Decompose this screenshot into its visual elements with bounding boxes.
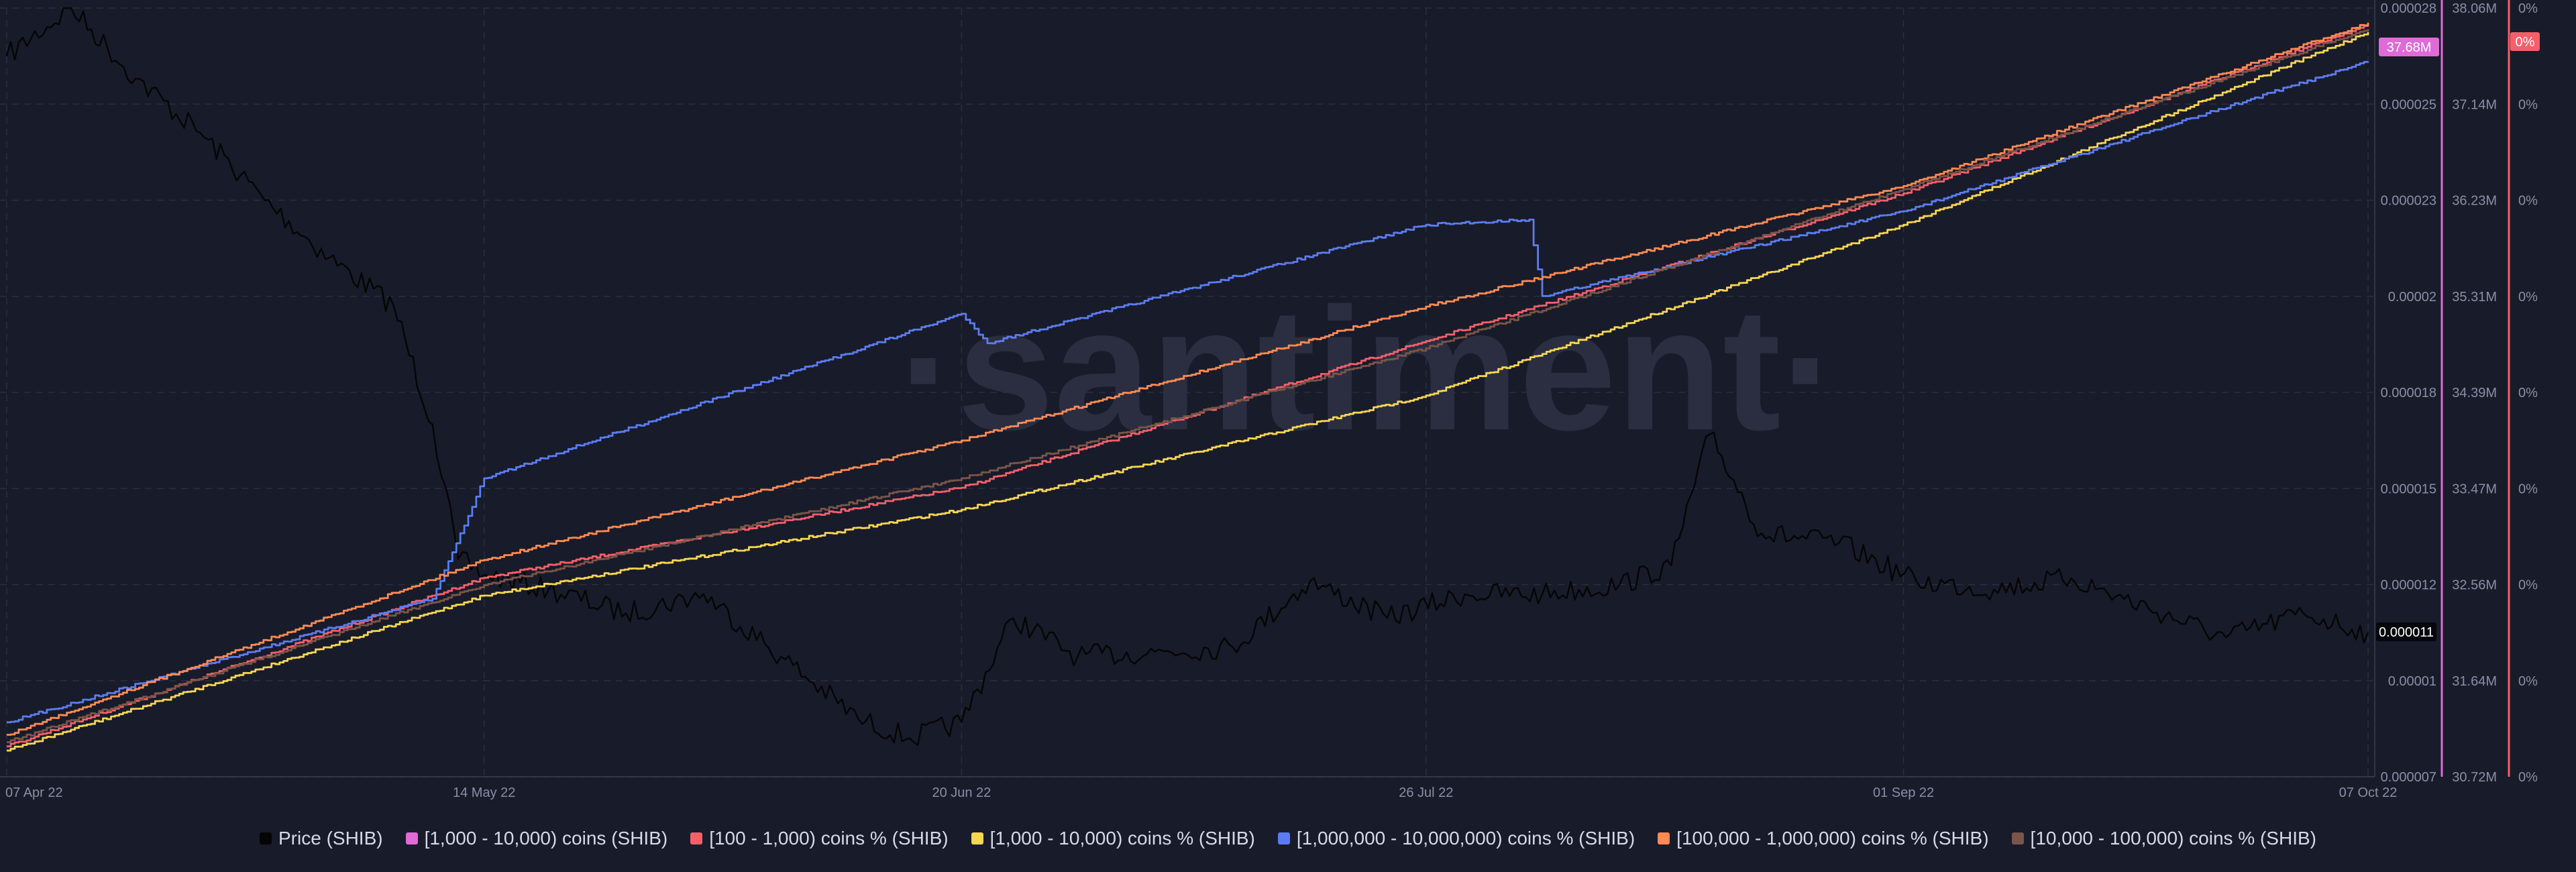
coins-current-badge: 37.68M (2387, 40, 2432, 55)
legend-label: [1,000 - 10,000) coins % (SHIB) (989, 828, 1255, 849)
legend-swatch (2011, 832, 2024, 844)
legend-item-10k-100k-pct[interactable]: [10,000 - 100,000) coins % (SHIB) (2011, 828, 2316, 849)
legend-item-1k-10k-coins[interactable]: [1,000 - 10,000) coins (SHIB) (405, 828, 668, 849)
y-tick-coins: 32.56M (2452, 578, 2497, 593)
y-tick-price: 0.000025 (2381, 97, 2436, 112)
legend-item-1k-10k-pct[interactable]: [1,000 - 10,000) coins % (SHIB) (971, 828, 1255, 849)
y-tick-pct: 0% (2518, 1, 2538, 16)
legend-item-100k-1m-pct[interactable]: [100,000 - 1,000,000) coins % (SHIB) (1658, 828, 1989, 849)
legend-swatch (1658, 832, 1670, 844)
x-tick: 26 Jul 22 (1399, 785, 1453, 800)
legend-swatch (971, 832, 983, 844)
y-tick-pct: 0% (2518, 770, 2538, 785)
legend-item-1m-10m-pct[interactable]: [1,000,000 - 10,000,000) coins % (SHIB) (1277, 828, 1635, 849)
pct-current-badge: 0% (2516, 35, 2535, 50)
y-tick-pct: 0% (2518, 97, 2538, 112)
y-tick-coins: 38.06M (2452, 1, 2497, 16)
y-tick-coins: 30.72M (2452, 770, 2497, 785)
y-tick-pct: 0% (2518, 482, 2538, 496)
y-tick-price: 0.000023 (2381, 194, 2436, 209)
series-line (7, 60, 2369, 724)
y-tick-coins: 37.14M (2452, 97, 2497, 112)
y-tick-price: 0.00001 (2388, 674, 2436, 689)
y-tick-pct: 0% (2518, 386, 2538, 400)
legend: Price (SHIB) [1,000 - 10,000) coins (SHI… (0, 824, 2576, 853)
legend-label: [10,000 - 100,000) coins % (SHIB) (2030, 828, 2316, 849)
y-tick-price: 0.000018 (2381, 386, 2436, 400)
legend-swatch (260, 832, 272, 844)
y-tick-pct: 0% (2518, 194, 2538, 209)
series-line (7, 22, 2369, 736)
x-tick: 20 Jun 22 (932, 785, 991, 800)
x-tick: 07 Apr 22 (5, 785, 63, 800)
x-tick: 14 May 22 (453, 785, 515, 800)
price-current-badge-bg (2376, 622, 2436, 641)
legend-label: [1,000 - 10,000) coins (SHIB) (424, 828, 668, 849)
y-tick-pct: 0% (2518, 290, 2538, 305)
legend-label: [1,000,000 - 10,000,000) coins % (SHIB) (1296, 828, 1635, 849)
y-tick-price: 0.000015 (2381, 482, 2436, 496)
price-current-badge: 0.000011 (2379, 625, 2434, 640)
y-tick-coins: 31.64M (2452, 674, 2497, 689)
legend-item-price[interactable]: Price (SHIB) (260, 828, 383, 849)
pct-current-badge-bg (2510, 32, 2540, 51)
y-tick-price: 0.000028 (2381, 1, 2436, 16)
series-layer (5, 7, 2369, 752)
series-line (7, 32, 2369, 752)
y-tick-coins: 35.31M (2452, 290, 2497, 305)
x-tick: 01 Sep 22 (1873, 785, 1934, 800)
y-tick-pct: 0% (2518, 578, 2538, 593)
grid (0, 7, 2375, 777)
legend-item-100-1k-pct[interactable]: [100 - 1,000) coins % (SHIB) (690, 828, 949, 849)
legend-swatch (405, 832, 418, 844)
y-tick-coins: 36.23M (2452, 194, 2497, 209)
watermark: ·santiment· (899, 272, 1839, 467)
legend-swatch (690, 832, 703, 844)
coins-current-badge-bg (2379, 38, 2439, 56)
y-tick-coins: 33.47M (2452, 482, 2497, 496)
legend-label: [100 - 1,000) coins % (SHIB) (709, 828, 949, 849)
series-line (5, 7, 2369, 746)
legend-swatch (1277, 832, 1290, 844)
series-line (7, 29, 2369, 743)
legend-label: [100,000 - 1,000,000) coins % (SHIB) (1676, 828, 1989, 849)
axes: 0.000028 0.000025 0.000023 0.00002 0.000018 0… (0, 0, 2540, 800)
y-tick-price: 0.00002 (2388, 290, 2436, 305)
y-tick-pct: 0% (2518, 674, 2538, 689)
y-tick-price: 0.000012 (2381, 578, 2436, 593)
y-tick-coins: 34.39M (2452, 386, 2497, 400)
x-tick: 07 Oct 22 (2339, 785, 2398, 800)
legend-label: Price (SHIB) (278, 828, 383, 849)
y-tick-price: 0.000007 (2381, 770, 2436, 785)
